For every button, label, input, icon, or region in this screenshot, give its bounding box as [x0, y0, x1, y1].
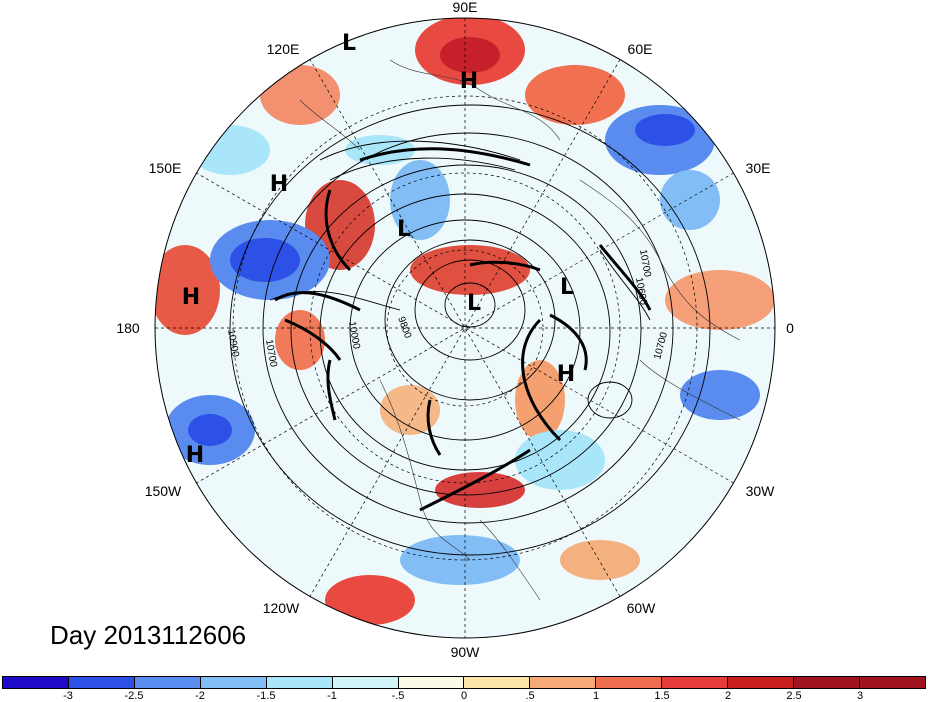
jet-streaks: [274, 147, 652, 512]
lon-label-60w: 60W: [627, 600, 657, 616]
lon-label-120e: 120E: [267, 41, 300, 57]
lon-label-150e: 150E: [149, 160, 182, 176]
contour-label-10000: 10000: [346, 321, 362, 351]
map-boundary: [154, 17, 776, 639]
lon-label-180: 180: [116, 320, 140, 336]
pressure-center-bering-sea: H: [182, 285, 200, 310]
colorbar-tick-label: 1.5: [654, 690, 670, 702]
colorbar-segment: [530, 677, 597, 688]
colorbar-segment: [859, 677, 925, 688]
colorbar-segment: [794, 677, 860, 688]
colorbar-tick-label: .5: [525, 690, 535, 702]
map-title: Day 2013112606: [50, 620, 247, 650]
colorbar-tick-label: -1: [327, 690, 337, 702]
lon-label-120w: 120W: [263, 600, 300, 616]
pressure-centers: L H H L H L L H H: [182, 31, 575, 468]
colorbar-tick-label: 0: [460, 690, 468, 702]
colorbar: [2, 676, 926, 689]
graticule: [155, 18, 775, 638]
contour-label-10600: 10600: [633, 277, 649, 307]
pressure-center-north-atlantic: H: [557, 362, 575, 387]
colorbar-segment: [464, 677, 531, 688]
colorbar-segment: [728, 677, 795, 688]
colorbar-segment: [134, 677, 201, 688]
lon-label-0: 0: [786, 320, 794, 336]
colorbar-tick-label: -2.5: [124, 690, 144, 702]
colorbar-segment: [266, 677, 333, 688]
colorbar-tick-label: -.5: [391, 690, 405, 702]
lon-label-30w: 30W: [746, 483, 776, 499]
colorbar-tick-label: 1: [592, 690, 600, 702]
colorbar-tick-label: -2: [195, 690, 205, 702]
colorbar-segment: [398, 677, 465, 688]
colorbar-labels: -3 -2.5 -2 -1.5 -1 -.5 0 .5 1 1.5 2 2.5 3: [2, 690, 926, 702]
colorbar-segment: [662, 677, 729, 688]
lon-label-90w: 90W: [451, 644, 481, 660]
lon-label-60e: 60E: [628, 41, 653, 57]
colorbar-segment: [596, 677, 663, 688]
pressure-center-north-pacific: H: [186, 443, 204, 468]
colorbar-tick-label: 2: [724, 690, 732, 702]
pressure-center-northeast-asia: H: [270, 172, 288, 197]
pressure-center-scandinavia: L: [560, 275, 574, 300]
contour-label-10700-europe: 10700: [637, 249, 653, 279]
lon-label-30e: 30E: [746, 160, 771, 176]
pressure-center-siberia: L: [342, 31, 356, 56]
contour-label-10700-pacific: 10700: [263, 339, 279, 369]
colorbar-tick-label: 3: [856, 690, 864, 702]
pressure-center-east-siberian-sea: L: [397, 217, 411, 242]
colorbar-tick-label: 2.5: [786, 690, 802, 702]
colorbar-tick-label: -3: [63, 690, 73, 702]
lon-label-90e: 90E: [453, 0, 478, 15]
pressure-center-arctic-ocean: L: [467, 291, 481, 316]
coastlines: [299, 59, 741, 601]
longitude-labels: 90E 60E 30E 0 30W 60W 90W 120W 150W 180 …: [116, 0, 794, 660]
contour-label-10900: 10900: [225, 329, 241, 359]
colorbar-segment: [3, 677, 69, 688]
colorbar-segment: [68, 677, 135, 688]
lon-label-150w: 150W: [145, 483, 182, 499]
colorbar-tick-label: -1.5: [256, 690, 276, 702]
colorbar-segment: [200, 677, 267, 688]
pressure-center-central-asia: H: [460, 69, 478, 94]
colorbar-segment: [332, 677, 399, 688]
